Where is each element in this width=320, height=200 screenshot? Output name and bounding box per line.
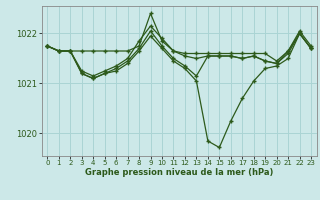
X-axis label: Graphe pression niveau de la mer (hPa): Graphe pression niveau de la mer (hPa) xyxy=(85,168,273,177)
